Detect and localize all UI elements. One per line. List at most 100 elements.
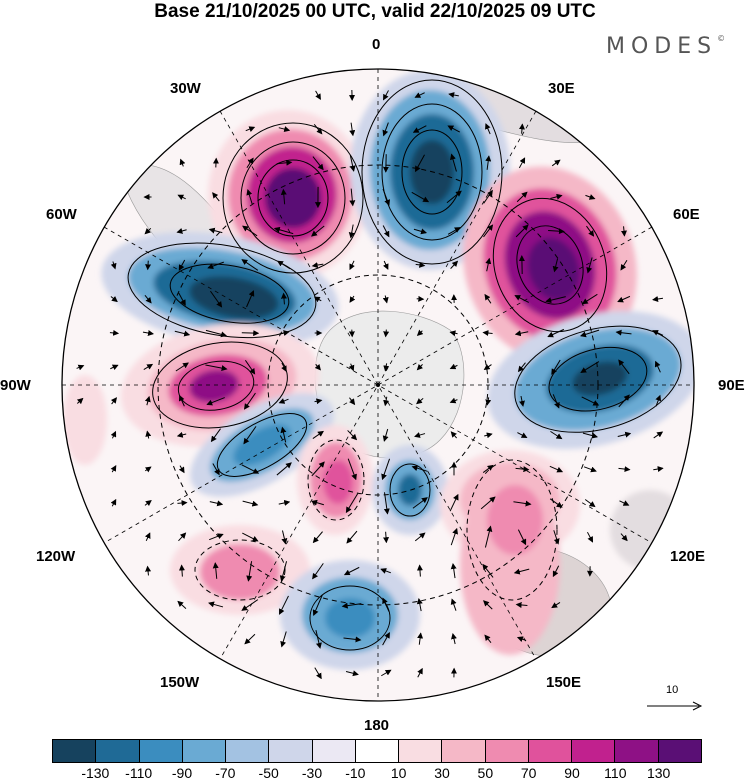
colorbar (52, 739, 702, 763)
wind-arrow (281, 530, 288, 545)
wind-arrow (383, 90, 389, 101)
wind-arrow (485, 257, 492, 272)
wind-arrow (279, 561, 288, 582)
meridian-label-150w: 150W (160, 674, 200, 691)
wind-arrow (545, 296, 566, 304)
wind-arrow (145, 430, 152, 439)
wind-arrow (383, 492, 390, 515)
meridian-label-120e: 120E (670, 548, 706, 565)
wind-arrow (587, 531, 594, 543)
wind-arrow (654, 360, 661, 373)
wind-arrow (346, 530, 358, 544)
wind-arrow (280, 631, 287, 648)
colorbar-swatch (354, 740, 399, 762)
wind-arrow (241, 259, 259, 271)
wind-arrow (349, 397, 356, 406)
colorbar-swatch (181, 740, 226, 762)
colorbar-tick-label: 90 (564, 765, 580, 781)
wind-arrow (416, 329, 424, 336)
colorbar-ticks: -130 -110 -90 -70 -50 -30 -10 10 30 50 70 90 110 130 (0, 765, 750, 783)
wind-arrow (484, 525, 493, 548)
colorbar-swatch (614, 740, 658, 762)
wind-arrow (312, 531, 323, 544)
wind-arrow (549, 465, 564, 473)
wind-arrow (314, 398, 323, 405)
colorbar-swatch (53, 740, 96, 762)
wind-arrow (144, 227, 152, 235)
wind-arrow (383, 329, 390, 338)
wind-arrow (615, 329, 632, 336)
colorbar-tick-label: -90 (171, 765, 193, 781)
wind-arrow (175, 362, 189, 372)
wind-arrow (451, 633, 457, 645)
wind-arrow (179, 158, 186, 167)
wind-arrow (208, 601, 224, 608)
wind-arrow (484, 293, 492, 304)
wind-arrow (143, 363, 154, 371)
meridian-label-30w: 30W (170, 80, 201, 97)
wind-arrow (244, 359, 256, 375)
colorbar-swatch (268, 740, 312, 762)
colorbar-tick-label: 10 (390, 765, 407, 781)
wind-arrow (246, 189, 253, 205)
wind-arrow (584, 499, 596, 508)
colorbar-tick-label: -110 (125, 765, 153, 781)
wind-arrow (210, 290, 223, 308)
wind-arrow (110, 397, 118, 405)
colorbar-swatch (95, 740, 139, 762)
wind-arrow (349, 122, 356, 137)
wind-arrow (516, 191, 528, 203)
wind-arrow (581, 293, 598, 305)
wind-arrow (345, 670, 359, 677)
wind-arrow (242, 500, 259, 507)
wind-arrow (382, 632, 390, 646)
wind-arrow (178, 394, 185, 407)
wind-arrow (519, 395, 525, 407)
wind-arrow (205, 364, 228, 372)
wind-arrow (450, 260, 459, 269)
wind-arrow (514, 295, 529, 303)
wind-arrow (311, 499, 324, 506)
brand-logo: MODES© (606, 34, 726, 59)
colorbar-tick-label: 130 (646, 765, 671, 781)
wind-arrow (582, 432, 598, 439)
wind-arrow (416, 564, 423, 577)
wind-arrow (212, 192, 220, 202)
wind-arrow (314, 667, 322, 680)
wind-arrow (142, 330, 155, 336)
wind-arrow (447, 125, 460, 133)
wind-arrow (514, 330, 529, 337)
wind-arrow (110, 296, 118, 303)
wind-arrow (450, 598, 457, 611)
wind-arrow (515, 224, 529, 238)
wind-arrow (583, 466, 597, 473)
wind-arrow (349, 295, 356, 303)
wind-arrow (176, 431, 187, 438)
wind-arrow (315, 630, 322, 649)
wind-arrow (449, 397, 458, 404)
wind-arrow (416, 363, 424, 371)
wind-arrow (212, 463, 220, 476)
wind-arrow (382, 225, 390, 238)
wind-arrow (515, 466, 530, 473)
wind-arrow (414, 532, 426, 542)
wind-arrow (277, 260, 291, 270)
wind-arrow (348, 363, 355, 372)
wind-arrow (278, 398, 289, 404)
colorbar-tick-label: -10 (345, 765, 366, 781)
wind-arrow (174, 330, 191, 337)
colorbar-tick-label: -50 (258, 765, 279, 781)
colorbar-swatch (441, 740, 485, 762)
wind-arrow (619, 500, 630, 506)
wind-arrow (585, 194, 596, 200)
wind-arrow (246, 157, 254, 168)
wind-arrow (449, 330, 458, 337)
wind-arrow (483, 189, 493, 204)
wind-arrow (518, 123, 525, 134)
wind-arrow (382, 597, 390, 612)
wind-arrow (144, 466, 152, 473)
wind-arrow (413, 228, 428, 235)
wind-arrow (145, 260, 152, 271)
wind-arrow (241, 330, 260, 337)
